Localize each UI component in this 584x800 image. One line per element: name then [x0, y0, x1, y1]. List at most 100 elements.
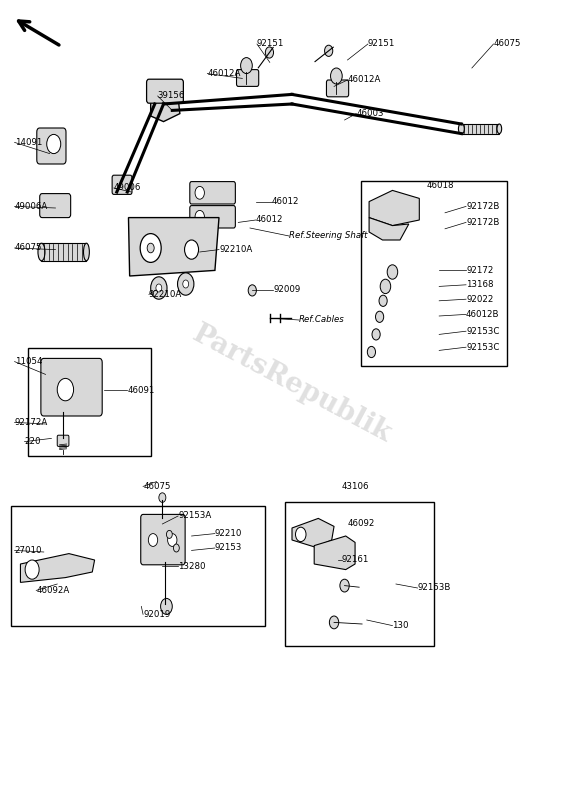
- Text: 92153B: 92153B: [418, 583, 451, 593]
- FancyBboxPatch shape: [41, 358, 102, 416]
- Text: 39156: 39156: [158, 91, 185, 101]
- FancyBboxPatch shape: [190, 206, 235, 228]
- Text: 14091: 14091: [15, 138, 42, 147]
- Text: 46075: 46075: [493, 39, 521, 49]
- Circle shape: [195, 210, 204, 223]
- Text: 92153: 92153: [215, 543, 242, 553]
- Ellipse shape: [458, 123, 464, 134]
- Text: 46012: 46012: [256, 215, 283, 225]
- Circle shape: [376, 311, 384, 322]
- Bar: [41, 243, 86, 261]
- Text: 92172: 92172: [466, 266, 493, 275]
- Text: 92009: 92009: [273, 285, 301, 294]
- Text: 49006A: 49006A: [15, 202, 48, 211]
- Circle shape: [57, 378, 74, 401]
- Circle shape: [340, 579, 349, 592]
- Text: 92019: 92019: [143, 610, 171, 619]
- Circle shape: [296, 527, 306, 542]
- Text: 46075: 46075: [143, 482, 171, 491]
- Text: 92022: 92022: [466, 294, 493, 304]
- Text: Ref.Steering Shaft: Ref.Steering Shaft: [289, 231, 367, 241]
- Circle shape: [387, 265, 398, 279]
- Circle shape: [325, 45, 333, 56]
- Text: 92172A: 92172A: [15, 418, 48, 427]
- Text: 43106: 43106: [342, 482, 369, 491]
- Polygon shape: [314, 536, 355, 570]
- Circle shape: [248, 285, 256, 296]
- Circle shape: [159, 493, 166, 502]
- Text: 92153C: 92153C: [466, 326, 499, 336]
- Text: 46091: 46091: [127, 386, 155, 395]
- Circle shape: [47, 134, 61, 154]
- Text: 49006: 49006: [114, 183, 141, 193]
- Text: 46075: 46075: [15, 243, 42, 253]
- FancyBboxPatch shape: [112, 175, 132, 194]
- Text: 46012A: 46012A: [207, 69, 241, 78]
- Bar: [11, 506, 265, 626]
- Circle shape: [372, 329, 380, 340]
- Text: 46012B: 46012B: [466, 310, 499, 319]
- Text: 46012A: 46012A: [347, 75, 381, 85]
- FancyBboxPatch shape: [40, 194, 71, 218]
- Circle shape: [265, 47, 273, 58]
- Text: 92172B: 92172B: [466, 202, 499, 211]
- Circle shape: [379, 295, 387, 306]
- Text: 13168: 13168: [466, 280, 493, 290]
- Bar: [285, 502, 434, 646]
- Polygon shape: [369, 218, 409, 240]
- Text: 92153C: 92153C: [466, 342, 499, 352]
- Text: 46018: 46018: [426, 181, 454, 190]
- Bar: [28, 348, 151, 456]
- Circle shape: [195, 186, 204, 199]
- FancyBboxPatch shape: [190, 182, 235, 204]
- Text: 46003: 46003: [356, 109, 384, 118]
- Ellipse shape: [38, 243, 45, 261]
- Text: 92210A: 92210A: [149, 290, 182, 299]
- Circle shape: [178, 273, 194, 295]
- FancyBboxPatch shape: [237, 70, 259, 86]
- Text: 92161: 92161: [342, 555, 369, 565]
- Text: PartsRepublik: PartsRepublik: [188, 320, 396, 448]
- Text: 13280: 13280: [178, 562, 206, 571]
- Text: 46092A: 46092A: [36, 586, 69, 595]
- Circle shape: [151, 277, 167, 299]
- Text: 27010: 27010: [15, 546, 42, 555]
- Text: 92151: 92151: [368, 39, 395, 49]
- Text: 92172B: 92172B: [466, 218, 499, 227]
- Text: 46092: 46092: [347, 519, 375, 529]
- Text: 92210A: 92210A: [219, 245, 252, 254]
- Circle shape: [148, 534, 158, 546]
- Circle shape: [329, 616, 339, 629]
- Polygon shape: [369, 190, 419, 226]
- Ellipse shape: [497, 124, 502, 134]
- Circle shape: [156, 284, 162, 292]
- Circle shape: [241, 58, 252, 74]
- Text: 130: 130: [392, 621, 409, 630]
- Circle shape: [183, 280, 189, 288]
- Text: 92210: 92210: [215, 529, 242, 538]
- Circle shape: [168, 534, 177, 546]
- FancyBboxPatch shape: [141, 514, 185, 565]
- Text: 220: 220: [25, 437, 41, 446]
- Text: 92153A: 92153A: [178, 511, 211, 521]
- Ellipse shape: [84, 243, 89, 261]
- FancyBboxPatch shape: [326, 80, 349, 97]
- FancyBboxPatch shape: [37, 128, 66, 164]
- Polygon shape: [292, 518, 334, 547]
- Text: 92151: 92151: [257, 39, 284, 49]
- Circle shape: [161, 598, 172, 614]
- Polygon shape: [128, 218, 219, 276]
- FancyBboxPatch shape: [147, 79, 183, 103]
- Circle shape: [173, 544, 179, 552]
- Bar: [361, 181, 507, 366]
- Circle shape: [25, 560, 39, 579]
- Circle shape: [380, 279, 391, 294]
- Circle shape: [367, 346, 376, 358]
- FancyBboxPatch shape: [57, 435, 69, 446]
- Circle shape: [140, 234, 161, 262]
- Circle shape: [185, 240, 199, 259]
- Circle shape: [147, 243, 154, 253]
- Text: 11054: 11054: [15, 357, 42, 366]
- Bar: [461, 124, 499, 134]
- Polygon shape: [20, 554, 95, 582]
